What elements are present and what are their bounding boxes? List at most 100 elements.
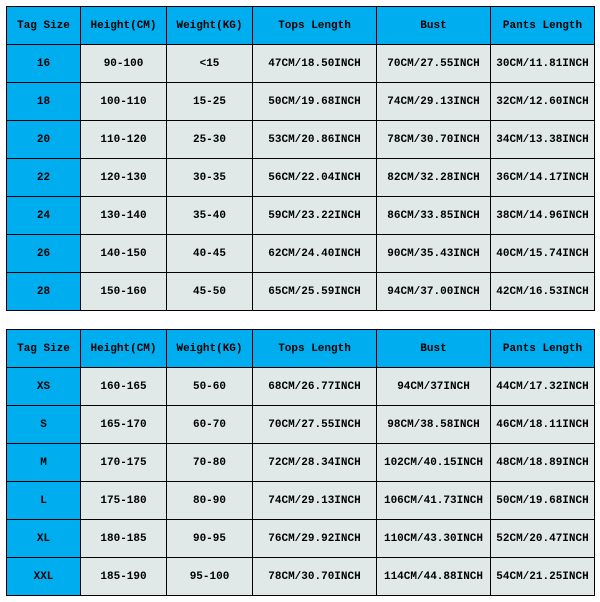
data-cell: 70CM/27.55INCH [377,45,491,83]
data-cell: 90CM/35.43INCH [377,235,491,273]
table-row: XXL185-19095-10078CM/30.70INCH114CM/44.8… [7,558,595,596]
tag-size-cell: 26 [7,235,81,273]
col-height: Height(CM) [81,7,167,45]
tag-size-cell: S [7,406,81,444]
data-cell: 74CM/29.13INCH [377,83,491,121]
data-cell: 94CM/37.00INCH [377,273,491,311]
tag-size-cell: XS [7,368,81,406]
data-cell: 140-150 [81,235,167,273]
data-cell: 175-180 [81,482,167,520]
table-body: 1690-100<1547CM/18.50INCH70CM/27.55INCH3… [7,45,595,311]
data-cell: 59CM/23.22INCH [253,197,377,235]
data-cell: 54CM/21.25INCH [491,558,595,596]
data-cell: 72CM/28.34INCH [253,444,377,482]
tag-size-cell: 24 [7,197,81,235]
tag-size-cell: 20 [7,121,81,159]
data-cell: 102CM/40.15INCH [377,444,491,482]
table-row: XS160-16550-6068CM/26.77INCH94CM/37INCH4… [7,368,595,406]
data-cell: 150-160 [81,273,167,311]
data-cell: 78CM/30.70INCH [253,558,377,596]
data-cell: 110-120 [81,121,167,159]
data-cell: 45-50 [167,273,253,311]
table-row: 24130-14035-4059CM/23.22INCH86CM/33.85IN… [7,197,595,235]
col-tops-length: Tops Length [253,7,377,45]
table-row: M170-17570-8072CM/28.34INCH102CM/40.15IN… [7,444,595,482]
data-cell: 34CM/13.38INCH [491,121,595,159]
data-cell: 52CM/20.47INCH [491,520,595,558]
data-cell: 120-130 [81,159,167,197]
data-cell: 70-80 [167,444,253,482]
col-tops-length: Tops Length [253,330,377,368]
table-row: XL180-18590-9576CM/29.92INCH110CM/43.30I… [7,520,595,558]
tag-size-cell: 18 [7,83,81,121]
table-row: 26140-15040-4562CM/24.40INCH90CM/35.43IN… [7,235,595,273]
col-height: Height(CM) [81,330,167,368]
data-cell: 40-45 [167,235,253,273]
data-cell: 106CM/41.73INCH [377,482,491,520]
data-cell: 98CM/38.58INCH [377,406,491,444]
tag-size-cell: 22 [7,159,81,197]
data-cell: 70CM/27.55INCH [253,406,377,444]
data-cell: 110CM/43.30INCH [377,520,491,558]
data-cell: 35-40 [167,197,253,235]
col-tag-size: Tag Size [7,7,81,45]
table-row: L175-18080-9074CM/29.13INCH106CM/41.73IN… [7,482,595,520]
header-row: Tag Size Height(CM) Weight(KG) Tops Leng… [7,330,595,368]
table-row: 20110-12025-3053CM/20.86INCH78CM/30.70IN… [7,121,595,159]
tag-size-cell: 28 [7,273,81,311]
data-cell: 53CM/20.86INCH [253,121,377,159]
data-cell: 90-100 [81,45,167,83]
data-cell: 114CM/44.88INCH [377,558,491,596]
tag-size-cell: M [7,444,81,482]
table-row: 22120-13030-3556CM/22.04INCH82CM/32.28IN… [7,159,595,197]
data-cell: 130-140 [81,197,167,235]
col-weight: Weight(KG) [167,7,253,45]
data-cell: 82CM/32.28INCH [377,159,491,197]
col-bust: Bust [377,7,491,45]
data-cell: 50CM/19.68INCH [253,83,377,121]
data-cell: 160-165 [81,368,167,406]
data-cell: 95-100 [167,558,253,596]
data-cell: 62CM/24.40INCH [253,235,377,273]
data-cell: 68CM/26.77INCH [253,368,377,406]
data-cell: 60-70 [167,406,253,444]
data-cell: 48CM/18.89INCH [491,444,595,482]
size-chart-adult: Tag Size Height(CM) Weight(KG) Tops Leng… [6,329,595,596]
data-cell: 32CM/12.60INCH [491,83,595,121]
tag-size-cell: XL [7,520,81,558]
table-row: 28150-16045-5065CM/25.59INCH94CM/37.00IN… [7,273,595,311]
data-cell: 56CM/22.04INCH [253,159,377,197]
data-cell: 76CM/29.92INCH [253,520,377,558]
table-row: 18100-11015-2550CM/19.68INCH74CM/29.13IN… [7,83,595,121]
data-cell: 50CM/19.68INCH [491,482,595,520]
data-cell: 47CM/18.50INCH [253,45,377,83]
data-cell: 38CM/14.96INCH [491,197,595,235]
table-gap [6,311,594,329]
data-cell: 80-90 [167,482,253,520]
data-cell: 165-170 [81,406,167,444]
tag-size-cell: L [7,482,81,520]
tag-size-cell: 16 [7,45,81,83]
data-cell: 46CM/18.11INCH [491,406,595,444]
data-cell: 180-185 [81,520,167,558]
data-cell: 185-190 [81,558,167,596]
data-cell: 36CM/14.17INCH [491,159,595,197]
data-cell: 40CM/15.74INCH [491,235,595,273]
col-tag-size: Tag Size [7,330,81,368]
data-cell: 94CM/37INCH [377,368,491,406]
data-cell: 25-30 [167,121,253,159]
col-pants-length: Pants Length [491,7,595,45]
col-pants-length: Pants Length [491,330,595,368]
table-body: XS160-16550-6068CM/26.77INCH94CM/37INCH4… [7,368,595,596]
col-bust: Bust [377,330,491,368]
data-cell: <15 [167,45,253,83]
data-cell: 42CM/16.53INCH [491,273,595,311]
header-row: Tag Size Height(CM) Weight(KG) Tops Leng… [7,7,595,45]
data-cell: 15-25 [167,83,253,121]
col-weight: Weight(KG) [167,330,253,368]
tag-size-cell: XXL [7,558,81,596]
data-cell: 100-110 [81,83,167,121]
data-cell: 65CM/25.59INCH [253,273,377,311]
data-cell: 86CM/33.85INCH [377,197,491,235]
data-cell: 78CM/30.70INCH [377,121,491,159]
